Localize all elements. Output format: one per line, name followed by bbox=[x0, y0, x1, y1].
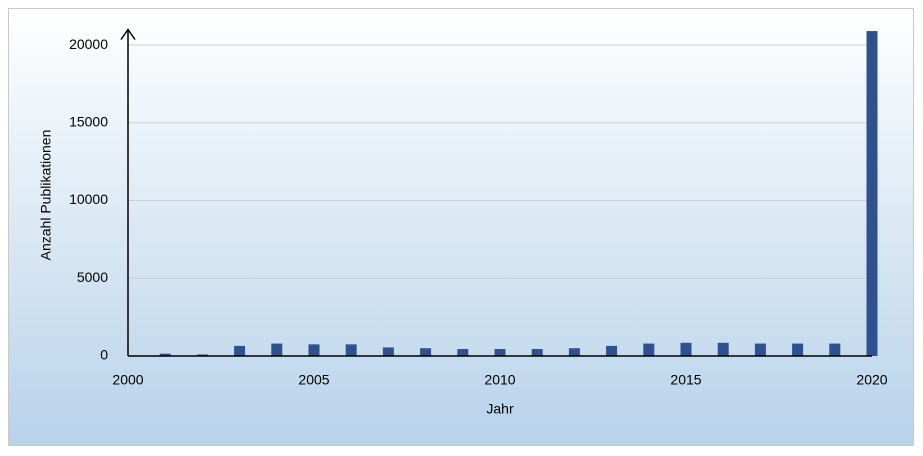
y-tick-label: 20000 bbox=[69, 36, 108, 52]
x-tick-label: 2015 bbox=[670, 372, 701, 388]
y-tick-label: 5000 bbox=[77, 269, 108, 285]
y-axis-arrow bbox=[120, 28, 136, 40]
bar bbox=[308, 344, 320, 356]
x-tick-label: 2010 bbox=[484, 372, 515, 388]
bar bbox=[271, 343, 283, 356]
x-tick-label: 2000 bbox=[112, 372, 143, 388]
bar bbox=[345, 344, 357, 356]
bar bbox=[457, 349, 469, 356]
y-tick-label: 15000 bbox=[69, 113, 108, 129]
bar bbox=[754, 343, 766, 356]
bar bbox=[494, 349, 506, 356]
bar bbox=[382, 347, 394, 356]
y-axis-label: Anzahl Publikationen bbox=[38, 130, 54, 261]
bar bbox=[234, 345, 246, 356]
bar bbox=[196, 354, 208, 356]
bar bbox=[643, 343, 655, 356]
bar bbox=[606, 345, 618, 356]
x-tick-label: 2005 bbox=[298, 372, 329, 388]
bar bbox=[792, 343, 804, 356]
bar bbox=[829, 343, 841, 356]
y-tick-label: 10000 bbox=[69, 191, 108, 207]
bar bbox=[420, 348, 432, 356]
chart-background bbox=[8, 8, 914, 446]
y-tick-label: 0 bbox=[100, 347, 108, 363]
x-tick-label: 2020 bbox=[856, 372, 887, 388]
bar bbox=[159, 353, 171, 356]
bar bbox=[866, 31, 878, 357]
x-axis-label: Jahr bbox=[486, 401, 514, 417]
bar bbox=[568, 348, 580, 356]
bar bbox=[531, 349, 543, 356]
bar bbox=[717, 342, 729, 356]
bar bbox=[680, 342, 692, 356]
